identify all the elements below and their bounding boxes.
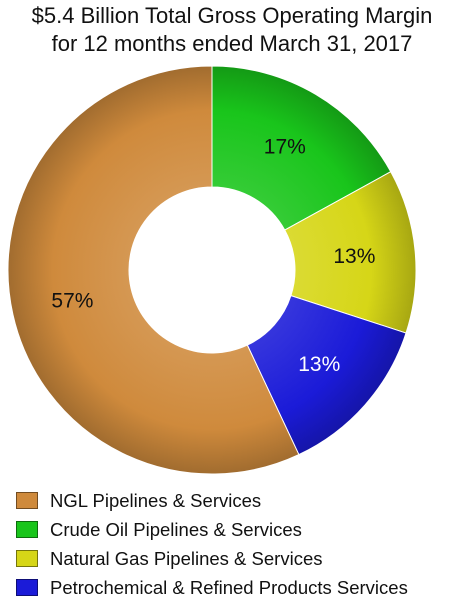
legend-swatch-natural-gas (16, 550, 38, 567)
legend-label-petrochemical: Petrochemical & Refined Products Service… (50, 576, 408, 598)
legend-label-crude-oil: Crude Oil Pipelines & Services (50, 518, 302, 540)
data-label-petrochemical: 13% (298, 353, 340, 376)
slice-natural-gas (284, 171, 417, 334)
legend-label-ngl: NGL Pipelines & Services (50, 489, 262, 511)
data-label-ngl: 57% (51, 290, 93, 313)
legend-swatch-crude-oil (16, 521, 38, 538)
slice-petrochemical (246, 295, 407, 456)
legend-swatch-ngl (16, 492, 38, 509)
data-label-crude-oil: 17% (264, 135, 306, 158)
legend-swatch-petrochemical (16, 579, 38, 596)
chart-title: $5.4 Billion Total Gross Operating Margi… (0, 2, 464, 58)
legend-item-crude-oil: Crude Oil Pipelines & Services (16, 515, 462, 544)
chart-title-line-2: for 12 months ended March 31, 2017 (51, 31, 413, 56)
slice-ngl (7, 65, 300, 475)
chart-legend: NGL Pipelines & Services Crude Oil Pipel… (16, 486, 462, 602)
legend-item-ngl: NGL Pipelines & Services (16, 486, 462, 515)
data-label-natural-gas: 13% (333, 245, 375, 268)
legend-item-natural-gas: Natural Gas Pipelines & Services (16, 544, 462, 573)
slice-crude-oil (211, 65, 392, 231)
legend-item-petrochemical: Petrochemical & Refined Products Service… (16, 573, 462, 602)
legend-label-natural-gas: Natural Gas Pipelines & Services (50, 547, 323, 569)
chart-title-line-1: $5.4 Billion Total Gross Operating Margi… (31, 3, 433, 28)
